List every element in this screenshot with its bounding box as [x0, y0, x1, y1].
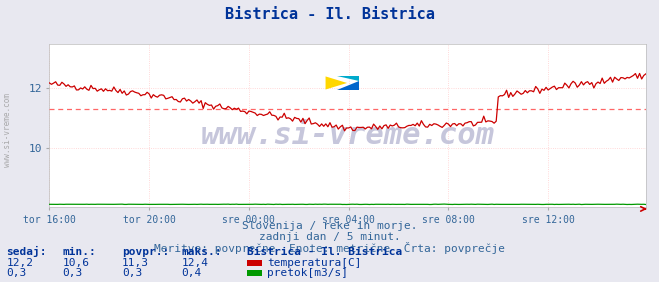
Text: 0,3: 0,3 — [122, 268, 142, 278]
Polygon shape — [326, 76, 347, 89]
Polygon shape — [337, 81, 359, 89]
Text: Slovenija / reke in morje.: Slovenija / reke in morje. — [242, 221, 417, 231]
Text: 0,4: 0,4 — [181, 268, 202, 278]
Text: 12,2: 12,2 — [7, 258, 34, 268]
Text: temperatura[C]: temperatura[C] — [267, 258, 361, 268]
Text: zadnji dan / 5 minut.: zadnji dan / 5 minut. — [258, 232, 401, 242]
Polygon shape — [337, 76, 359, 81]
Text: 10,6: 10,6 — [63, 258, 90, 268]
Text: povpr.:: povpr.: — [122, 247, 169, 257]
Text: Meritve: povprečne  Enote: metrične  Črta: povprečje: Meritve: povprečne Enote: metrične Črta:… — [154, 242, 505, 254]
Text: Bistrica - Il. Bistrica: Bistrica - Il. Bistrica — [225, 7, 434, 22]
Text: 0,3: 0,3 — [7, 268, 27, 278]
Text: sedaj:: sedaj: — [7, 246, 47, 257]
Text: min.:: min.: — [63, 247, 96, 257]
Text: 0,3: 0,3 — [63, 268, 83, 278]
Text: 12,4: 12,4 — [181, 258, 208, 268]
Text: Bistrica - Il. Bistrica: Bistrica - Il. Bistrica — [247, 247, 403, 257]
Text: 11,3: 11,3 — [122, 258, 149, 268]
Text: pretok[m3/s]: pretok[m3/s] — [267, 268, 348, 278]
Text: www.si-vreme.com: www.si-vreme.com — [200, 121, 495, 150]
Text: maks.:: maks.: — [181, 247, 221, 257]
Text: www.si-vreme.com: www.si-vreme.com — [3, 93, 13, 167]
